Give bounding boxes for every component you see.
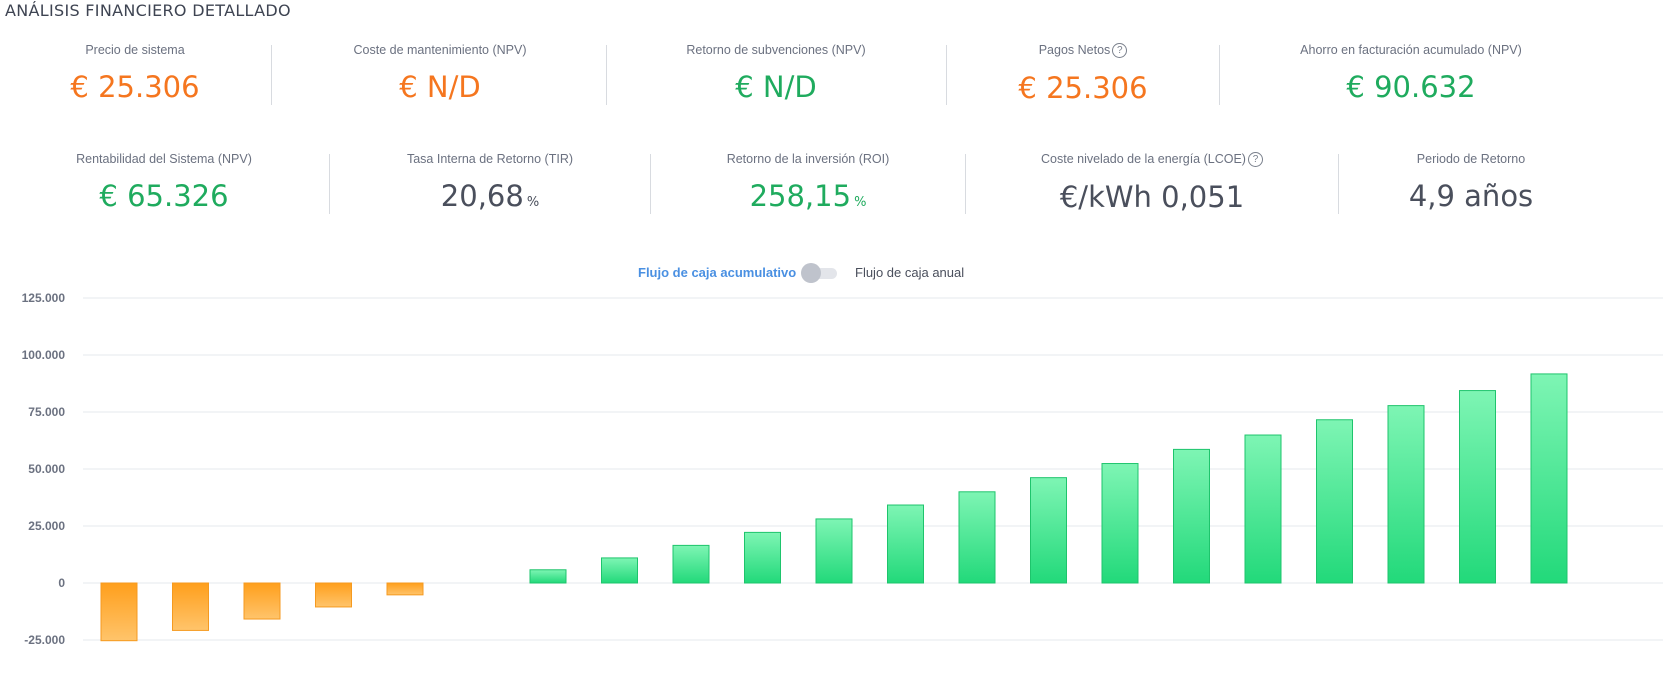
kpi-unit: %	[526, 195, 540, 210]
kpi-subsidy-return: Retorno de subvenciones (NPV) € N/D	[666, 43, 886, 104]
kpi-unit: %	[854, 195, 867, 210]
chart-bar[interactable]	[1316, 419, 1353, 584]
kpi-divider	[329, 154, 330, 214]
kpi-label: Rentabilidad del Sistema (NPV)	[76, 152, 252, 166]
kpi-label: Tasa Interna de Retorno (TIR)	[406, 152, 574, 166]
chart-bar[interactable]	[1387, 405, 1425, 584]
y-tick-label: -25.000	[24, 633, 65, 647]
chart-bar[interactable]	[958, 491, 996, 584]
kpi-value: € 25.306	[70, 70, 200, 104]
chart-bar[interactable]	[315, 582, 352, 608]
kpi-label: Retorno de la inversión (ROI)	[726, 152, 890, 166]
cashflow-toggle-row: Flujo de caja acumulativo Flujo de caja …	[0, 262, 1663, 284]
kpi-value: € 90.632	[1346, 70, 1476, 104]
kpi-label: Pagos Netos	[1038, 43, 1111, 57]
kpi-irr: Tasa Interna de Retorno (TIR) 20,68%	[385, 152, 595, 213]
chart-bar[interactable]	[243, 582, 281, 620]
kpi-label: Precio de sistema	[85, 43, 185, 57]
chart-bar[interactable]	[100, 582, 138, 642]
kpi-value: € N/D	[735, 70, 817, 104]
page-title: ANÁLISIS FINANCIERO DETALLADO	[5, 1, 291, 20]
chart-bar[interactable]	[601, 557, 638, 584]
y-tick-label: 0	[58, 576, 65, 590]
cumulative-cashflow-label[interactable]: Flujo de caja acumulativo	[638, 265, 797, 280]
y-tick-label: 50.000	[28, 462, 65, 476]
kpi-system-price: Precio de sistema € 25.306	[40, 43, 230, 104]
kpi-value: 20,68	[440, 179, 524, 213]
kpi-label: Coste de mantenimiento (NPV)	[353, 43, 527, 57]
chart-bar[interactable]	[672, 544, 710, 584]
kpi-roi: Retorno de la inversión (ROI) 258,15%	[703, 152, 913, 213]
help-icon[interactable]: ?	[1112, 43, 1128, 58]
kpi-divider	[650, 154, 651, 214]
kpi-value: € 25.306	[1018, 71, 1148, 105]
kpi-label: Periodo de Retorno	[1416, 152, 1526, 166]
chart-bar[interactable]	[815, 518, 853, 584]
kpi-billing-savings: Ahorro en facturación acumulado (NPV) € …	[1281, 43, 1541, 104]
toggle-track	[805, 268, 837, 279]
chart-bar[interactable]	[1244, 434, 1282, 584]
kpi-system-profitability: Rentabilidad del Sistema (NPV) € 65.326	[59, 152, 269, 213]
kpi-value: € N/D	[399, 70, 481, 104]
kpi-divider	[1219, 45, 1220, 105]
y-tick-label: 75.000	[28, 405, 65, 419]
kpi-maintenance-cost: Coste de mantenimiento (NPV) € N/D	[330, 43, 550, 104]
kpi-value: €/kWh 0,051	[1059, 180, 1245, 214]
y-tick-label: 125.000	[22, 291, 66, 305]
chart-bar[interactable]	[1101, 463, 1139, 584]
chart-bar[interactable]	[1173, 448, 1210, 584]
kpi-lcoe: Coste nivelado de la energía (LCOE)? €/k…	[1032, 152, 1272, 214]
chart-bar[interactable]	[887, 504, 924, 584]
cashflow-bar-chart: 125.000 100.000 75.000 50.000 25.000 0 -25.000	[22, 291, 1663, 647]
chart-bar[interactable]	[1030, 477, 1067, 584]
kpi-divider	[946, 45, 947, 105]
kpi-net-payments: Pagos Netos? € 25.306	[993, 43, 1173, 105]
chart-bar[interactable]	[529, 569, 567, 584]
help-icon[interactable]: ?	[1247, 152, 1263, 167]
chart-bar[interactable]	[172, 582, 209, 631]
annual-cashflow-label[interactable]: Flujo de caja anual	[855, 265, 965, 280]
kpi-divider	[606, 45, 607, 105]
toggle-knob	[801, 263, 821, 283]
kpi-value: € 65.326	[99, 179, 229, 213]
kpi-value: 4,9 años	[1408, 179, 1534, 213]
chart-bar[interactable]	[744, 531, 781, 584]
chart-bar[interactable]	[1459, 390, 1496, 584]
y-tick-label: 100.000	[22, 348, 66, 362]
cashflow-toggle-switch[interactable]	[801, 263, 837, 283]
kpi-divider	[1338, 154, 1339, 214]
kpi-label: Retorno de subvenciones (NPV)	[686, 43, 866, 57]
kpi-label: Coste nivelado de la energía (LCOE)	[1041, 152, 1246, 166]
chart-bar[interactable]	[1530, 373, 1568, 584]
y-tick-label: 25.000	[28, 519, 65, 533]
kpi-divider	[271, 45, 272, 105]
kpi-payback-period: Periodo de Retorno 4,9 años	[1390, 152, 1552, 213]
kpi-label: Ahorro en facturación acumulado (NPV)	[1300, 43, 1522, 57]
kpi-value: 258,15	[749, 179, 852, 213]
kpi-divider	[965, 154, 966, 214]
chart-bar[interactable]	[386, 582, 424, 596]
